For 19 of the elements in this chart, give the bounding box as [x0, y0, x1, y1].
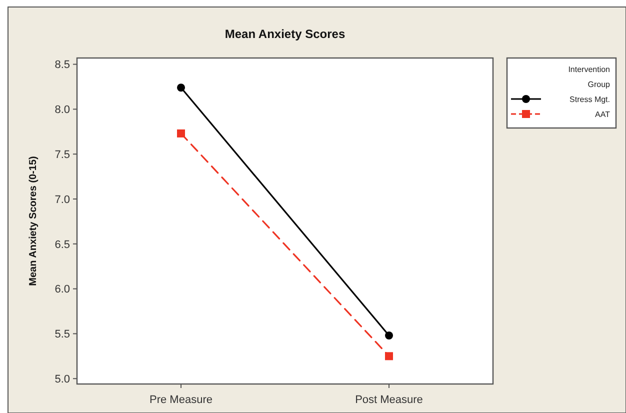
- y-tick-label: 6.0: [54, 284, 70, 296]
- y-tick-label: 5.5: [54, 328, 70, 341]
- y-tick-label: 8.0: [54, 104, 70, 116]
- text: AAT: [595, 110, 610, 119]
- y-tick-label: 8.5: [54, 59, 70, 72]
- chart-title: Mean Anxiety Scores: [224, 27, 346, 41]
- point: [385, 332, 393, 340]
- y-axis-title: Mean Anxiety Scores (0-15): [28, 156, 39, 286]
- point: [177, 129, 185, 138]
- x-tick-label: Post Measure: [355, 394, 423, 406]
- point: [385, 352, 393, 360]
- text: Stress Mgt.: [570, 94, 610, 104]
- point: [177, 84, 185, 92]
- y-tick-label: 5.0: [54, 373, 70, 386]
- y-tick-label: 6.5: [54, 238, 70, 251]
- x-tick-label: Pre Measure: [150, 394, 212, 406]
- legend-title: Intervention Group: [568, 65, 611, 89]
- y-tick-label: 7.5: [54, 148, 70, 161]
- y-tick-label: 7.0: [54, 194, 70, 206]
